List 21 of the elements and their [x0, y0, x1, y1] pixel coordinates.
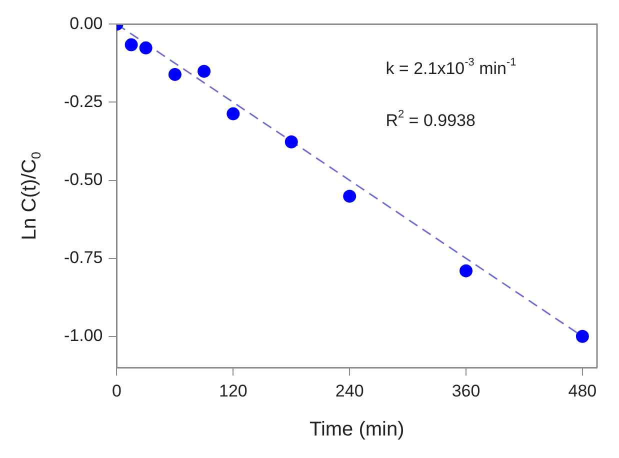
point — [139, 41, 152, 54]
y-tick-label: -0.25 — [64, 92, 103, 111]
x-tick-label: 360 — [452, 381, 480, 400]
point — [460, 264, 473, 278]
point — [576, 330, 589, 343]
point — [198, 64, 211, 78]
x-tick-label: 0 — [112, 381, 122, 400]
point — [343, 190, 356, 203]
y-tick-label: -1.00 — [64, 326, 103, 346]
point — [284, 135, 298, 148]
x-tick-label: 480 — [568, 381, 597, 400]
y-tick-label: -0.75 — [64, 248, 103, 268]
x-tick-label: 240 — [335, 381, 364, 400]
point — [168, 68, 182, 81]
y-tick-label: 0.00 — [70, 14, 103, 33]
x-tick-label: 120 — [218, 381, 248, 400]
y-axis-title: Ln C(t)/C0 — [18, 152, 44, 240]
point — [226, 107, 240, 120]
x-axis-title: Time (min) — [309, 418, 404, 441]
point — [124, 38, 138, 52]
y-tick-label: -0.50 — [64, 170, 103, 189]
